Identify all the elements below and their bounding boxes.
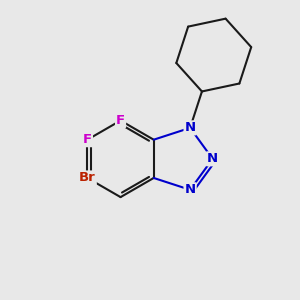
Text: Br: Br [79, 172, 96, 184]
Text: F: F [83, 133, 92, 146]
Text: N: N [184, 122, 196, 134]
Text: N: N [184, 183, 196, 196]
Text: F: F [116, 114, 125, 127]
Text: N: N [207, 152, 218, 165]
